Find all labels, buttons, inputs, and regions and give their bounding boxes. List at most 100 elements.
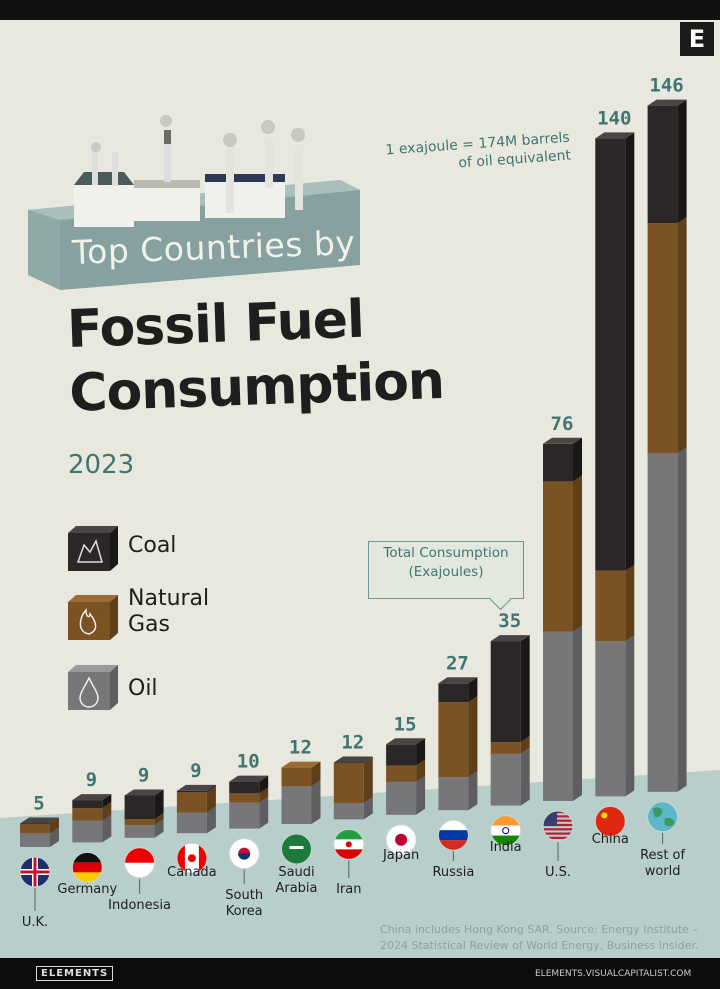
bar-segment-oil xyxy=(438,777,469,811)
country-label-line: Iran xyxy=(336,882,362,897)
country-label-line: U.K. xyxy=(21,915,49,930)
canada-flag xyxy=(176,842,208,874)
bar-russia: 27 xyxy=(438,652,478,811)
bar-side xyxy=(573,625,582,801)
bar-side xyxy=(625,564,635,642)
bar-side xyxy=(677,217,687,454)
country-label: India xyxy=(466,840,546,856)
country-label: Iran xyxy=(309,882,389,898)
country-label: Russia xyxy=(413,865,493,881)
legend-gas-label: Natural Gas xyxy=(128,586,209,638)
bar-side xyxy=(154,789,164,819)
us-flag xyxy=(542,810,574,842)
footer xyxy=(0,958,720,989)
oil-drop-icon xyxy=(79,676,99,708)
bar-segment-oil xyxy=(490,753,521,806)
country-label: Japan xyxy=(361,848,441,864)
coal-icon xyxy=(76,539,103,563)
bar-segment-oil xyxy=(647,453,678,792)
bar-side xyxy=(416,759,426,782)
bar-segment-natural-gas xyxy=(20,823,50,834)
bar-segment-oil xyxy=(595,641,626,797)
bar-side xyxy=(50,817,59,824)
bar-segment-oil xyxy=(386,781,417,815)
bar-top xyxy=(647,99,687,106)
bar-segment-oil xyxy=(543,631,573,801)
callout-line-1: Total Consumption xyxy=(383,545,509,561)
bar-segment-coal xyxy=(438,683,469,703)
bar-total-label: 140 xyxy=(597,107,631,129)
country-label-line: China xyxy=(591,832,629,847)
bar-segment-natural-gas xyxy=(386,765,417,782)
bar-total-label: 146 xyxy=(649,75,683,97)
country-label: Rest of world xyxy=(623,848,703,880)
bar-segment-coal xyxy=(647,105,678,224)
globe-icon xyxy=(647,801,679,833)
bar-top xyxy=(386,738,426,745)
bar-top xyxy=(595,132,635,139)
factory-illustration xyxy=(28,115,360,290)
country-label-line: world xyxy=(644,864,681,879)
bar-south-korea: 10 xyxy=(229,751,269,829)
bar-side xyxy=(50,817,59,834)
india-flag xyxy=(490,815,522,847)
bar-side xyxy=(50,827,59,847)
bar-side xyxy=(259,796,269,829)
footer-logo: ELEMENTS xyxy=(36,966,114,981)
bar-segment-coal xyxy=(595,138,626,571)
bar-side xyxy=(573,437,582,482)
country-label-line: Canada xyxy=(167,865,217,880)
bar-side xyxy=(154,819,164,838)
bar-side xyxy=(416,738,426,766)
bar-top xyxy=(438,677,478,684)
legend-oil-label: Oil xyxy=(128,676,158,701)
bar-segment-oil xyxy=(124,825,155,838)
iran-flag xyxy=(333,828,365,860)
germany-flag xyxy=(71,851,103,883)
bar-segment-oil xyxy=(229,802,260,829)
bar-side xyxy=(363,757,373,803)
callout-line-2: (Exajoules) xyxy=(408,564,484,580)
bar-total-label: 35 xyxy=(498,610,521,632)
bar-iran: 12 xyxy=(333,732,373,820)
bar-side xyxy=(416,775,426,815)
bar-total-label: 9 xyxy=(190,760,201,782)
bar-saudi-arabia: 12 xyxy=(281,737,321,824)
bar-segment-coal xyxy=(543,443,573,482)
bar-top xyxy=(176,784,216,791)
total-consumption-callout: Total Consumption (Exajoules) xyxy=(368,541,524,599)
bar-side xyxy=(102,814,112,843)
indonesia-flag xyxy=(124,847,156,879)
bar-segment-natural-gas xyxy=(229,793,260,803)
country-label: U.S. xyxy=(518,865,598,881)
bar-segment-oil xyxy=(176,812,207,834)
bar-segment-coal xyxy=(176,790,207,793)
bar-side xyxy=(206,786,216,813)
bar-u-s-: 76 xyxy=(543,413,582,801)
bar-india: 35 xyxy=(490,610,530,806)
country-label: China xyxy=(570,832,650,848)
bar-segment-natural-gas xyxy=(438,702,469,778)
bar-segment-oil xyxy=(72,820,103,843)
bar-total-label: 9 xyxy=(138,765,149,787)
country-label: Indonesia xyxy=(100,898,180,914)
bar-canada: 9 xyxy=(176,760,216,834)
bar-segment-coal xyxy=(490,641,521,743)
footer-url[interactable]: ELEMENTS.VISUALCAPITALIST.COM xyxy=(535,969,692,979)
brand-logo: E xyxy=(680,22,714,56)
bar-segment-natural-gas xyxy=(490,742,521,754)
country-label-line: Russia xyxy=(432,865,475,880)
bar-side xyxy=(468,696,478,778)
legend-coal-swatch xyxy=(68,526,118,571)
bar-side xyxy=(625,635,635,797)
country-label-line: Rest of xyxy=(640,848,686,863)
bar-top xyxy=(20,817,59,824)
saudi-arabia-flag xyxy=(281,833,312,865)
bar-segment-natural-gas xyxy=(281,767,312,787)
country-label: Canada xyxy=(152,865,232,881)
bar-side xyxy=(259,775,269,794)
bar-top xyxy=(333,756,373,763)
bar-indonesia: 9 xyxy=(124,765,164,838)
country-label: Germany xyxy=(47,882,127,898)
